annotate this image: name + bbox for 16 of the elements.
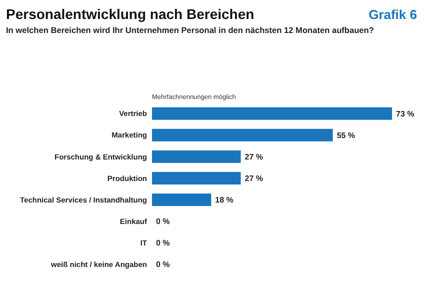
chart-title: Personalentwicklung nach Bereichen — [6, 6, 254, 22]
data-label: 18 % — [215, 196, 234, 205]
data-label: 27 % — [244, 174, 263, 184]
bar — [152, 107, 392, 120]
data-label: 0 % — [156, 217, 170, 226]
bar — [152, 172, 241, 184]
chart-subtitle: In welchen Bereichen wird Ihr Unternehmen Personal in den nächsten 12 Monaten aufbauen? — [6, 25, 374, 35]
data-label: 0 % — [156, 238, 170, 248]
data-label: 27 % — [244, 152, 263, 162]
bar — [152, 194, 212, 206]
bar — [152, 150, 241, 163]
text: Grafik 6 — [368, 7, 417, 22]
data-label: 0 % — [156, 260, 170, 270]
bar — [152, 128, 333, 142]
data-label: 55 % — [336, 130, 356, 140]
data-label: 73 % — [396, 109, 414, 118]
